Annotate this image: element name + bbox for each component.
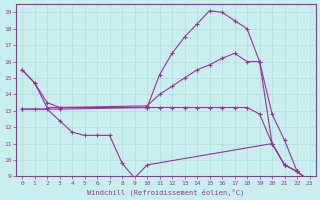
X-axis label: Windchill (Refroidissement éolien,°C): Windchill (Refroidissement éolien,°C) [87,188,244,196]
